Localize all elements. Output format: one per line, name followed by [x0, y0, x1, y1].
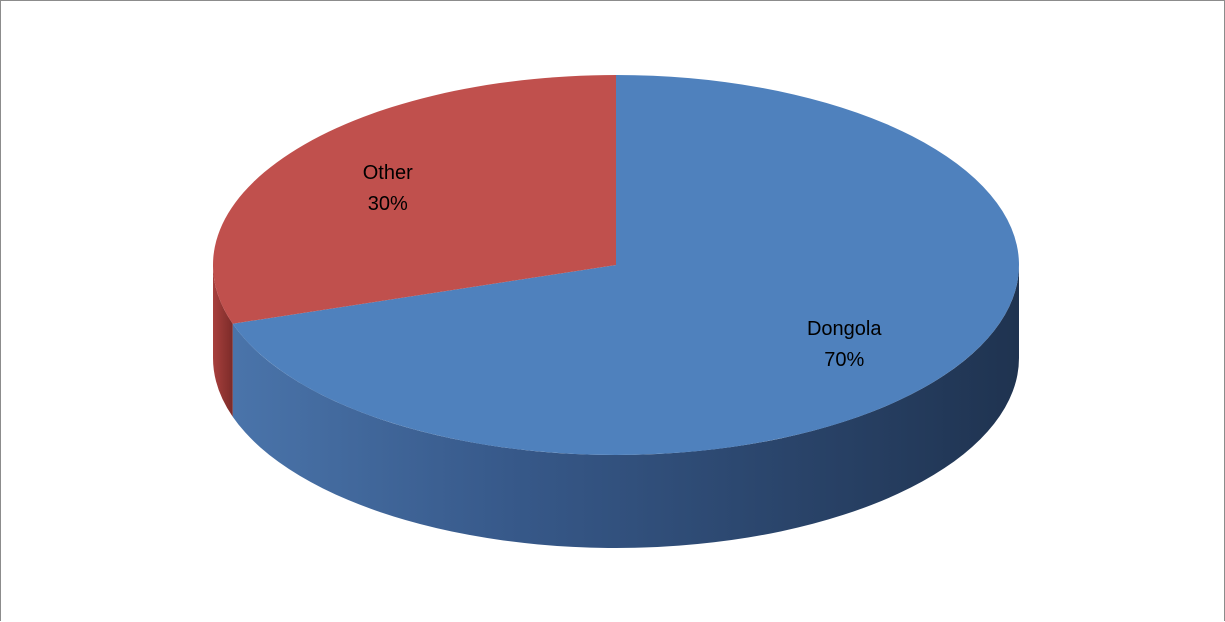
slice-percent-label: 70%	[824, 349, 864, 371]
pie-slice-dongola[interactable]	[232, 75, 1019, 455]
slice-label-dongola: Dongola 70%	[807, 318, 882, 371]
pie-side-dongola	[232, 265, 1019, 548]
pie-top-layer	[212, 75, 1019, 455]
pie-side-layer	[213, 265, 1019, 548]
slice-label-other: Other 30%	[363, 162, 413, 215]
pie-slice-other[interactable]	[212, 75, 616, 324]
slice-category-label: Other	[363, 162, 413, 184]
slice-category-label: Dongola	[807, 318, 882, 340]
pie-label-layer: Dongola 70% Other 30%	[363, 162, 883, 371]
slice-percent-label: 30%	[368, 193, 408, 215]
pie-side-other	[213, 265, 233, 417]
